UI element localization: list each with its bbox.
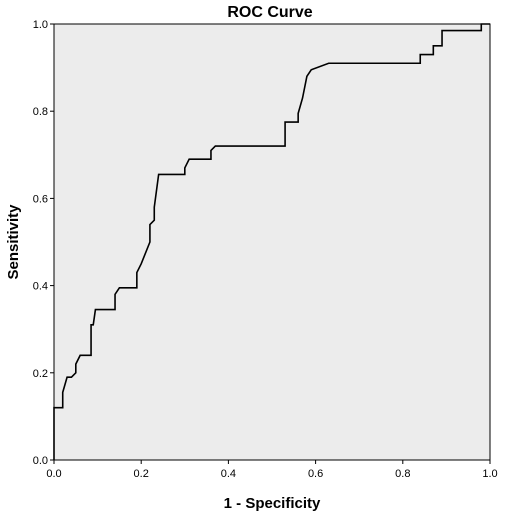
x-tick-label: 0.4 — [221, 468, 236, 480]
chart-title: ROC Curve — [227, 4, 312, 21]
x-tick-label: 0.6 — [308, 468, 323, 480]
x-tick-label: 1.0 — [482, 468, 497, 480]
x-tick-label: 0.2 — [134, 468, 149, 480]
y-tick-label: 0.6 — [33, 193, 48, 205]
y-tick-label: 0.8 — [33, 106, 48, 118]
x-axis-label: 1 - Specificity — [224, 495, 321, 512]
y-axis-label: Sensitivity — [5, 204, 22, 280]
y-tick-label: 0.2 — [33, 368, 48, 380]
y-axis-ticks: 0.0 0.2 0.4 0.6 0.8 1.0 — [33, 19, 54, 467]
x-axis-ticks: 0.0 0.2 0.4 0.6 0.8 1.0 — [46, 460, 498, 480]
x-tick-label: 0.0 — [46, 468, 61, 480]
y-tick-label: 0.4 — [33, 281, 48, 293]
y-tick-label: 0.0 — [33, 455, 48, 467]
roc-curve-line — [53, 23, 490, 460]
x-tick-label: 0.8 — [395, 468, 410, 480]
plot-area — [53, 23, 491, 461]
y-tick-label: 1.0 — [33, 19, 48, 31]
